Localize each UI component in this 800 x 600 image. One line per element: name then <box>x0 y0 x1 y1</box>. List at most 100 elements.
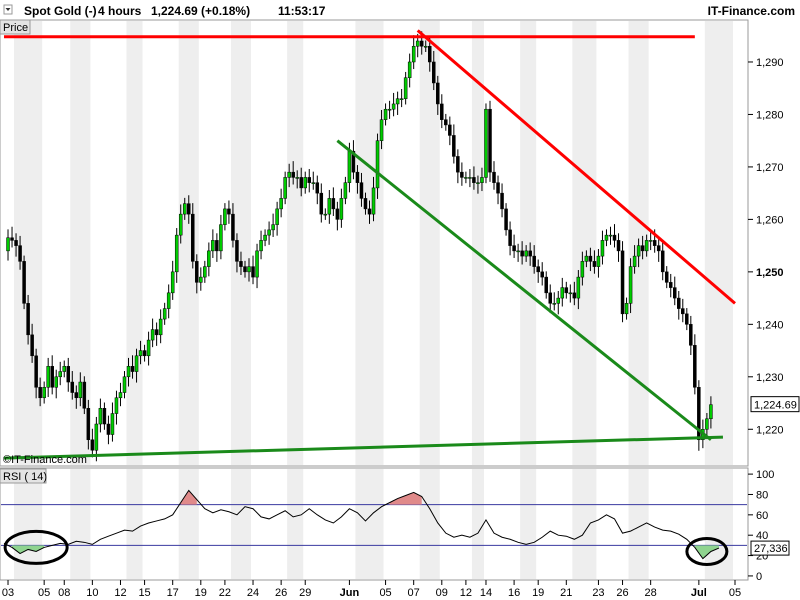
candle-body <box>158 318 163 336</box>
candle-body <box>14 240 18 246</box>
svg-text:27,336: 27,336 <box>754 543 788 555</box>
time-tick-label: 26 <box>616 587 628 599</box>
candle-body <box>351 150 356 173</box>
candle-body <box>359 182 364 199</box>
candle-body <box>34 355 38 388</box>
candle-body <box>291 171 295 178</box>
chart-header: Spot Gold (-) 4 hours 1,224.69 (+0.18%) … <box>0 0 800 20</box>
candle-body <box>247 266 251 273</box>
candle-body <box>275 208 279 225</box>
candle-body <box>307 177 312 183</box>
candle-body <box>178 213 183 236</box>
candle-body <box>122 376 127 393</box>
candle-body <box>22 261 26 304</box>
candle-body <box>331 198 336 210</box>
candle-body <box>86 408 91 441</box>
candle-body <box>677 297 681 309</box>
time-tick-label: Jul <box>691 587 707 599</box>
candle-body <box>267 229 271 236</box>
candle-body <box>423 45 428 48</box>
candle-body <box>460 171 464 178</box>
rsi-line <box>3 489 720 560</box>
candle-body <box>235 240 239 262</box>
candle-body <box>98 408 103 425</box>
candle-body <box>496 182 500 194</box>
last-price-tag: 1,224.69 <box>750 396 800 413</box>
candle-body <box>656 245 661 252</box>
rsi-overbought-fill <box>180 490 197 505</box>
candle-body <box>644 240 649 252</box>
time-tick-label: 05 <box>379 587 391 599</box>
price-tick-label: 1,250 <box>756 267 784 279</box>
time-tick-label: 26 <box>275 587 287 599</box>
candle-body <box>295 177 299 179</box>
watermark: ©IT-Finance.com <box>3 454 87 466</box>
dropdown-icon[interactable] <box>3 4 13 15</box>
candle-body <box>576 276 581 299</box>
time-tick-label: 28 <box>645 587 657 599</box>
time-tick-label: 22 <box>219 587 231 599</box>
brand-label: IT-Finance.com <box>708 4 795 18</box>
price-tick-label: 1,220 <box>756 424 784 436</box>
candle-body <box>484 108 488 178</box>
candle-body <box>697 387 701 441</box>
candle-body <box>640 245 645 252</box>
time-tick-label: 05 <box>38 587 50 599</box>
candle-body <box>162 308 167 320</box>
support-base-line <box>3 435 723 460</box>
candle-body <box>588 255 593 262</box>
candle-body <box>624 303 629 315</box>
candle-body <box>251 266 255 278</box>
candle-body <box>648 240 653 242</box>
rsi-label-box: RSI ( 14) <box>0 468 47 484</box>
candle-body <box>263 234 267 241</box>
candle-body <box>279 198 283 210</box>
rsi-tick-label: 60 <box>756 510 768 522</box>
rsi-tick-label: 0 <box>756 571 762 583</box>
time-tick-label: 23 <box>592 587 604 599</box>
candle-body <box>315 182 320 194</box>
candle-body <box>536 266 540 273</box>
candle-body <box>689 324 693 346</box>
candle-body <box>524 250 528 257</box>
rsi-panel-frame <box>0 467 749 581</box>
candle-body <box>18 245 22 262</box>
time-tick-label: 15 <box>138 587 150 599</box>
candle-body <box>436 82 440 105</box>
candle-body <box>448 124 452 136</box>
candle-body <box>38 387 42 399</box>
candle-body <box>319 192 324 215</box>
day-band <box>178 21 199 465</box>
time-tick-label: Jun <box>340 587 360 599</box>
candle-body <box>472 177 476 183</box>
rsi-panel-label: RSI ( 14) <box>3 471 47 483</box>
time-tick-label: 05 <box>729 587 741 599</box>
rsi-day-band <box>419 469 440 579</box>
candlestick-series <box>6 31 713 462</box>
candle-body <box>395 98 400 105</box>
candle-body <box>548 292 552 304</box>
time-tick-label: 03 <box>2 587 14 599</box>
candle-body <box>419 40 424 47</box>
candle-body <box>476 182 480 184</box>
candle-body <box>572 292 577 299</box>
price-panel-label: Price <box>3 22 28 34</box>
candle-body <box>78 381 83 399</box>
time-tick-label: 14 <box>480 587 492 599</box>
rsi-day-band <box>355 469 384 579</box>
candle-body <box>693 345 697 388</box>
candle-body <box>403 77 408 99</box>
candle-body <box>219 224 223 252</box>
candle-body <box>211 240 215 252</box>
trend-lines <box>3 29 736 460</box>
candle-body <box>636 245 641 257</box>
candle-body <box>287 171 291 178</box>
candle-body <box>102 408 107 425</box>
annotation-circles <box>3 529 729 566</box>
candle-body <box>42 387 46 399</box>
candle-body <box>632 255 637 267</box>
candle-body <box>191 213 195 262</box>
candle-body <box>560 287 565 299</box>
